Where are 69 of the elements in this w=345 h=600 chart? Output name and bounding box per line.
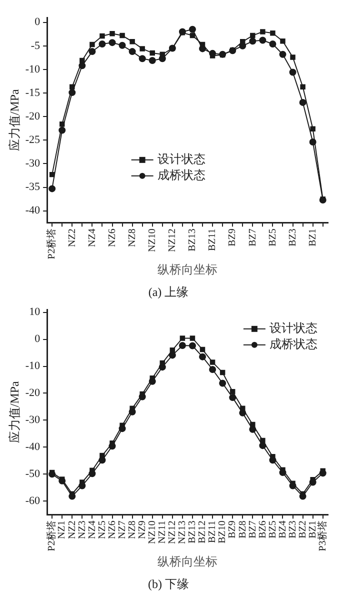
x-tick-label: BZ11: [207, 228, 218, 252]
x-tick-label: BZ5: [267, 228, 278, 246]
x-tick-label: BZ10: [217, 520, 228, 544]
y-tick-label: 0: [34, 16, 41, 28]
y-tick-label: -10: [25, 360, 41, 372]
x-axis-title: 纵桥向坐标: [157, 554, 218, 569]
y-tick-label: -30: [25, 414, 41, 426]
text: (b) 下缘: [148, 576, 189, 591]
y-tick-label: -40: [25, 204, 41, 217]
x-tick-label: NZ2: [66, 520, 78, 539]
x-tick-label: NZ10: [146, 228, 158, 252]
y-tick-label: -30: [25, 158, 41, 170]
x-tick-label: NZ2: [66, 228, 78, 247]
x-tick-label: BZ1: [307, 228, 318, 246]
x-tick-label: BZ7: [247, 228, 258, 246]
x-tick-label: NZ4: [86, 228, 98, 247]
x-tick-label: BZ2: [297, 520, 308, 538]
x-tick-label: BZ8: [237, 520, 248, 538]
x-tick-label: P2桥塔: [46, 520, 58, 552]
x-tick-label: BZ9: [227, 520, 238, 538]
y-tick-label: -50: [25, 468, 41, 480]
x-tick-label: NZ9: [136, 520, 148, 539]
y-tick-label: -10: [25, 63, 41, 76]
x-tick-label: NZ8: [126, 520, 138, 539]
y-tick-label: -5: [30, 40, 41, 52]
y-tick-label: -15: [25, 86, 41, 99]
legend-label: 成桥状态: [157, 168, 206, 182]
x-tick-label: NZ12: [167, 520, 178, 544]
legend-label: 成桥状态: [269, 337, 318, 352]
x-tick-label: NZ7: [116, 520, 128, 539]
y-tick-label: -20: [25, 110, 41, 122]
x-tick-label: BZ4: [277, 520, 288, 538]
y-axis-title: 应力值/MPa: [7, 88, 22, 152]
x-axis-title: 纵桥向坐标: [157, 262, 218, 277]
x-tick-label: NZ8: [126, 228, 138, 247]
x-tick-label: NZ4: [86, 520, 98, 539]
y-tick-label: -35: [25, 181, 41, 194]
x-tick-label: BZ13: [187, 520, 198, 544]
x-tick-label: P3桥塔: [316, 520, 328, 552]
legend-label: 设计状态: [157, 152, 206, 166]
y-tick-label: -25: [25, 134, 41, 146]
x-tick-label: NZ12: [167, 228, 178, 252]
x-tick-label: BZ6: [257, 520, 268, 538]
x-tick-label: NZ10: [146, 520, 158, 544]
y-tick-label: 0: [34, 333, 41, 346]
y-tick-label: -40: [25, 441, 41, 454]
x-tick-label: BZ9: [227, 228, 238, 246]
y-axis-title: 应力值/MPa: [7, 380, 22, 444]
x-tick-label: P2桥塔: [46, 228, 58, 260]
x-tick-label: BZ13: [187, 228, 198, 252]
x-tick-label: BZ11: [207, 520, 218, 544]
x-tick-label: NZ6: [106, 228, 118, 247]
x-tick-label: NZ5: [96, 520, 108, 539]
x-tick-label: NZ13: [177, 520, 188, 544]
x-tick-label: NZ11: [157, 520, 168, 544]
x-tick-label: BZ1: [307, 520, 318, 538]
y-tick-label: 10: [29, 306, 41, 318]
x-tick-label: NZ1: [56, 520, 68, 539]
x-tick-label: BZ5: [267, 520, 278, 538]
x-tick-label: BZ7: [247, 520, 258, 538]
x-tick-label: BZ3: [287, 520, 298, 538]
legend-label: 设计状态: [269, 321, 318, 336]
text: (a) 上缘: [148, 284, 189, 299]
x-tick-label: NZ3: [76, 520, 88, 539]
x-tick-label: BZ12: [197, 520, 208, 544]
y-tick-label: -60: [25, 495, 41, 508]
x-tick-label: NZ6: [106, 520, 118, 539]
y-tick-label: -20: [25, 387, 41, 400]
x-tick-label: BZ3: [287, 228, 298, 246]
